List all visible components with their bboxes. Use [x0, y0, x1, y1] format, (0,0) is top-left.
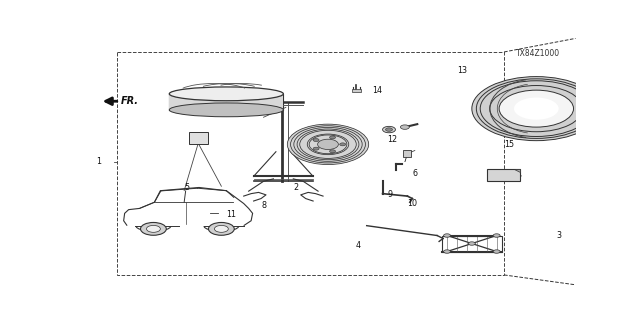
Ellipse shape: [169, 103, 284, 117]
Text: 15: 15: [504, 140, 514, 149]
Bar: [189, 132, 208, 144]
Circle shape: [514, 98, 559, 120]
Circle shape: [340, 143, 346, 146]
Circle shape: [444, 234, 451, 237]
Circle shape: [493, 250, 500, 253]
Circle shape: [317, 139, 339, 149]
Circle shape: [330, 136, 335, 139]
Polygon shape: [515, 169, 520, 172]
Bar: [117, 52, 504, 275]
Text: 1: 1: [96, 157, 101, 166]
Text: 9: 9: [388, 190, 393, 199]
Bar: [352, 89, 361, 92]
Text: 6: 6: [412, 169, 417, 179]
Text: 10: 10: [408, 199, 417, 208]
Circle shape: [330, 150, 335, 153]
Circle shape: [313, 147, 319, 150]
Circle shape: [214, 225, 228, 232]
Circle shape: [141, 222, 166, 235]
Bar: [169, 94, 284, 110]
Circle shape: [287, 124, 369, 164]
Circle shape: [468, 242, 476, 245]
Bar: [403, 150, 412, 157]
Text: 2: 2: [293, 183, 298, 192]
Circle shape: [444, 250, 451, 253]
Circle shape: [313, 139, 319, 141]
Text: 11: 11: [227, 210, 236, 219]
Text: TX84Z1000: TX84Z1000: [516, 49, 560, 58]
Text: 12: 12: [388, 135, 397, 144]
Circle shape: [499, 90, 573, 127]
Text: 13: 13: [457, 66, 467, 75]
Circle shape: [383, 126, 396, 133]
Bar: [486, 169, 520, 181]
Text: 14: 14: [372, 86, 383, 95]
Circle shape: [385, 128, 392, 131]
Circle shape: [401, 125, 410, 129]
Bar: [442, 236, 502, 252]
Text: 5: 5: [184, 183, 189, 192]
Ellipse shape: [169, 87, 284, 101]
Circle shape: [493, 234, 500, 237]
Text: 3: 3: [556, 231, 561, 240]
Text: 7: 7: [403, 155, 408, 164]
Text: 8: 8: [261, 202, 266, 211]
Circle shape: [472, 76, 601, 141]
Text: FR.: FR.: [121, 96, 139, 106]
Circle shape: [209, 222, 234, 235]
Text: 4: 4: [355, 241, 360, 250]
Circle shape: [147, 225, 161, 232]
